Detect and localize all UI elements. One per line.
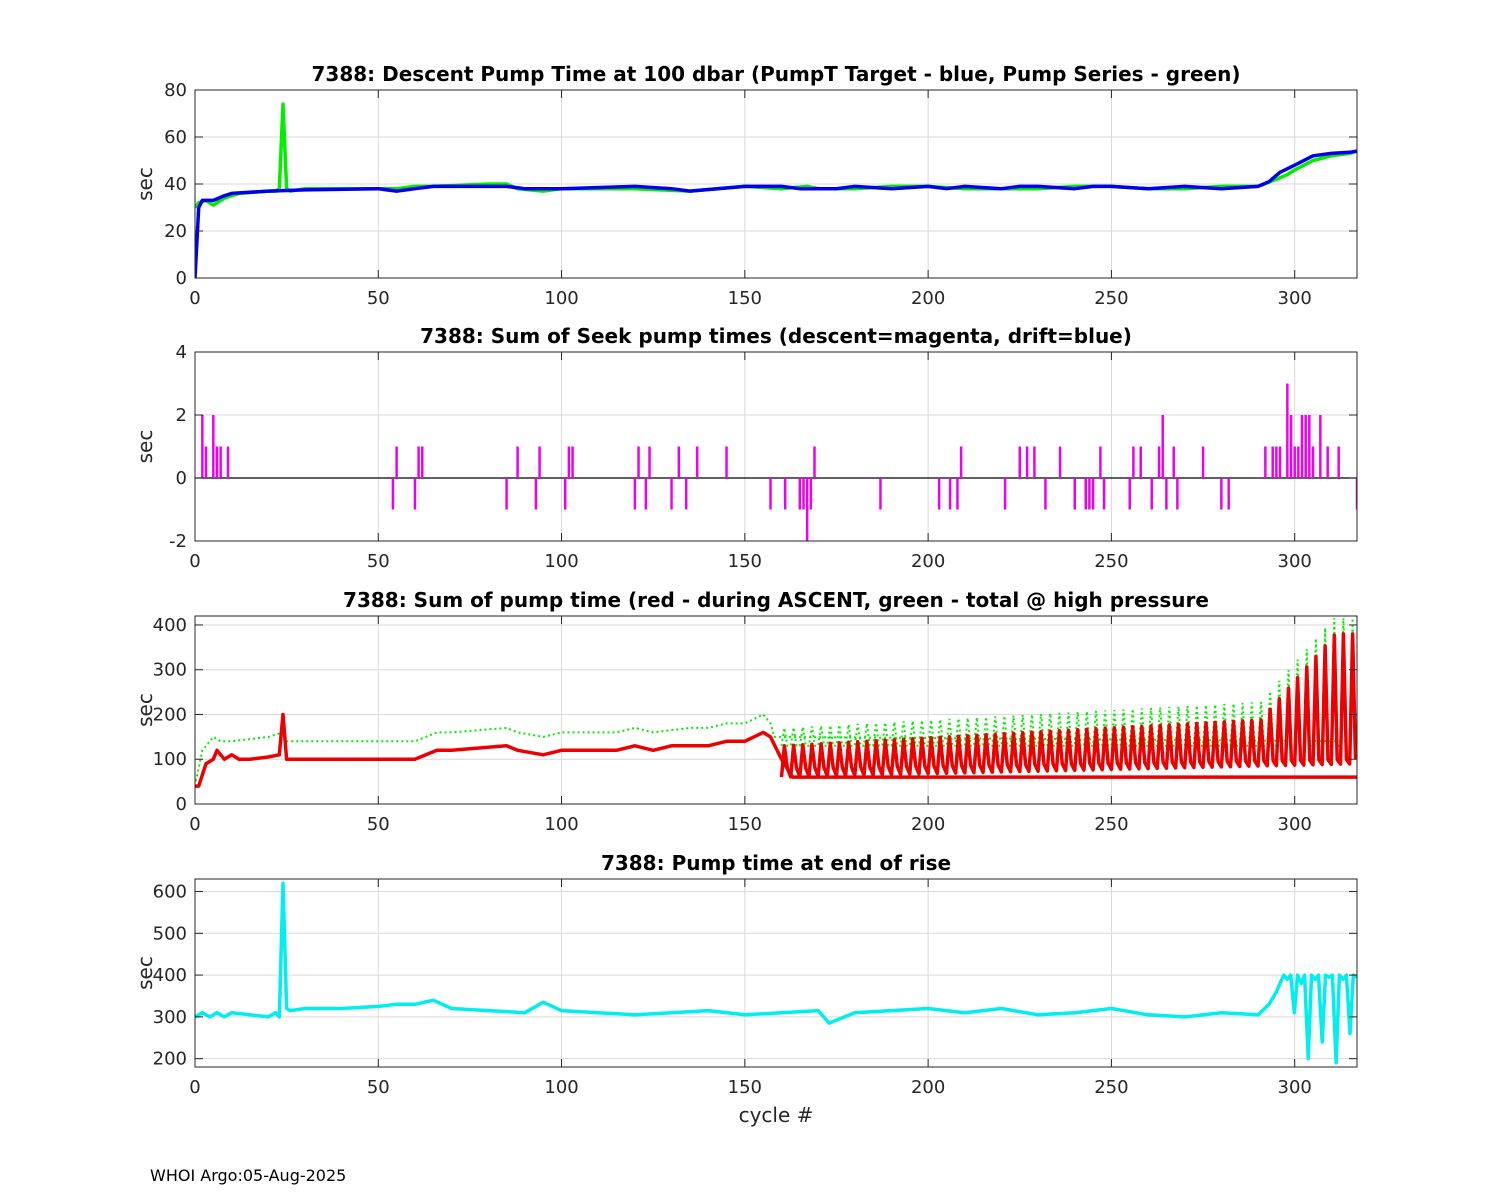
y-axis-label: sec — [133, 693, 157, 727]
data-layer — [195, 618, 1357, 788]
y-tick-label: 500 — [153, 923, 187, 944]
chart-title: 7388: Sum of pump time (red - during ASC… — [343, 588, 1209, 612]
x-tick-label: 150 — [728, 551, 762, 572]
y-tick-label: 80 — [164, 80, 187, 101]
y-tick-label: 4 — [176, 342, 187, 363]
x-tick-label: 0 — [189, 288, 200, 309]
series-line-green-oscillation — [780, 618, 1357, 747]
series-line-cyan-oscillation — [1278, 973, 1357, 1065]
x-tick-label: 300 — [1278, 288, 1312, 309]
x-tick-label: 200 — [911, 1077, 945, 1098]
axes-frame — [194, 615, 1358, 805]
y-axis-label: sec — [133, 167, 157, 201]
y-tick-label: 20 — [164, 221, 187, 242]
y-axis-label: sec — [133, 430, 157, 464]
x-tick-label: 150 — [728, 814, 762, 835]
series-line-green — [195, 713, 1357, 787]
x-axis-label: cycle # — [739, 1103, 814, 1127]
x-tick-label: 100 — [544, 288, 578, 309]
x-tick-label: 50 — [367, 1077, 390, 1098]
y-tick-label: 600 — [153, 882, 187, 903]
axes-frame — [194, 351, 1358, 542]
series-line-cyan — [195, 881, 1282, 1025]
y-tick-label: -2 — [169, 531, 187, 552]
chart-title: 7388: Pump time at end of rise — [601, 851, 951, 875]
chart-title: 7388: Sum of Seek pump times (descent=ma… — [420, 324, 1132, 348]
x-tick-label: 200 — [911, 288, 945, 309]
x-tick-label: 300 — [1278, 551, 1312, 572]
x-tick-label: 300 — [1278, 814, 1312, 835]
x-tick-label: 150 — [728, 1077, 762, 1098]
y-tick-label: 300 — [153, 660, 187, 681]
y-tick-label: 0 — [176, 794, 187, 815]
y-tick-label: 2 — [176, 405, 187, 426]
x-tick-label: 50 — [367, 814, 390, 835]
x-tick-label: 100 — [544, 551, 578, 572]
chart-panel-1: 0 50 100 150 200 250 300 0 20 40 60 80 7388: Descent… — [133, 62, 1358, 309]
data-layer — [195, 881, 1357, 1065]
x-tick-label: 150 — [728, 288, 762, 309]
x-tick-label: 100 — [544, 1077, 578, 1098]
x-tick-label: 200 — [911, 551, 945, 572]
x-tick-label: 250 — [1094, 551, 1128, 572]
chart-panel-4: 0 50 100 150 200 250 300 200 300 400 500 600 7388: P… — [133, 851, 1358, 1127]
data-layer — [195, 102, 1357, 278]
plot-area — [195, 616, 1357, 804]
x-tick-label: 250 — [1094, 1077, 1128, 1098]
series-line-red-oscillation — [779, 632, 1357, 779]
y-tick-label: 40 — [164, 174, 187, 195]
data-layer — [195, 383, 1357, 541]
chart-panel-3: 0 50 100 150 200 250 300 0 100 200 300 400 7388: Sum… — [133, 588, 1358, 835]
plot-area — [195, 352, 1357, 541]
series-line-blue — [195, 149, 1357, 278]
x-tick-label: 0 — [189, 551, 200, 572]
x-tick-label: 100 — [544, 814, 578, 835]
y-tick-label: 0 — [176, 468, 187, 489]
series-line-red — [195, 712, 1357, 788]
x-tick-label: 300 — [1278, 1077, 1312, 1098]
y-tick-label: 300 — [153, 1007, 187, 1028]
axes-frame — [194, 878, 1358, 1068]
x-tick-label: 50 — [367, 288, 390, 309]
x-tick-label: 0 — [189, 1077, 200, 1098]
x-tick-label: 250 — [1094, 814, 1128, 835]
y-tick-label: 0 — [176, 268, 187, 289]
footer-label: WHOI Argo:05-Aug-2025 — [150, 1166, 347, 1185]
y-tick-label: 200 — [153, 704, 187, 725]
x-tick-label: 0 — [189, 814, 200, 835]
y-tick-label: 400 — [153, 615, 187, 636]
y-tick-label: 400 — [153, 965, 187, 986]
y-tick-label: 200 — [153, 1049, 187, 1070]
y-axis-label: sec — [133, 956, 157, 990]
x-tick-label: 250 — [1094, 288, 1128, 309]
plot-area — [195, 879, 1357, 1067]
chart-title: 7388: Descent Pump Time at 100 dbar (Pum… — [312, 62, 1241, 86]
x-tick-label: 200 — [911, 814, 945, 835]
y-tick-label: 60 — [164, 127, 187, 148]
y-tick-label: 100 — [153, 749, 187, 770]
x-tick-label: 50 — [367, 551, 390, 572]
